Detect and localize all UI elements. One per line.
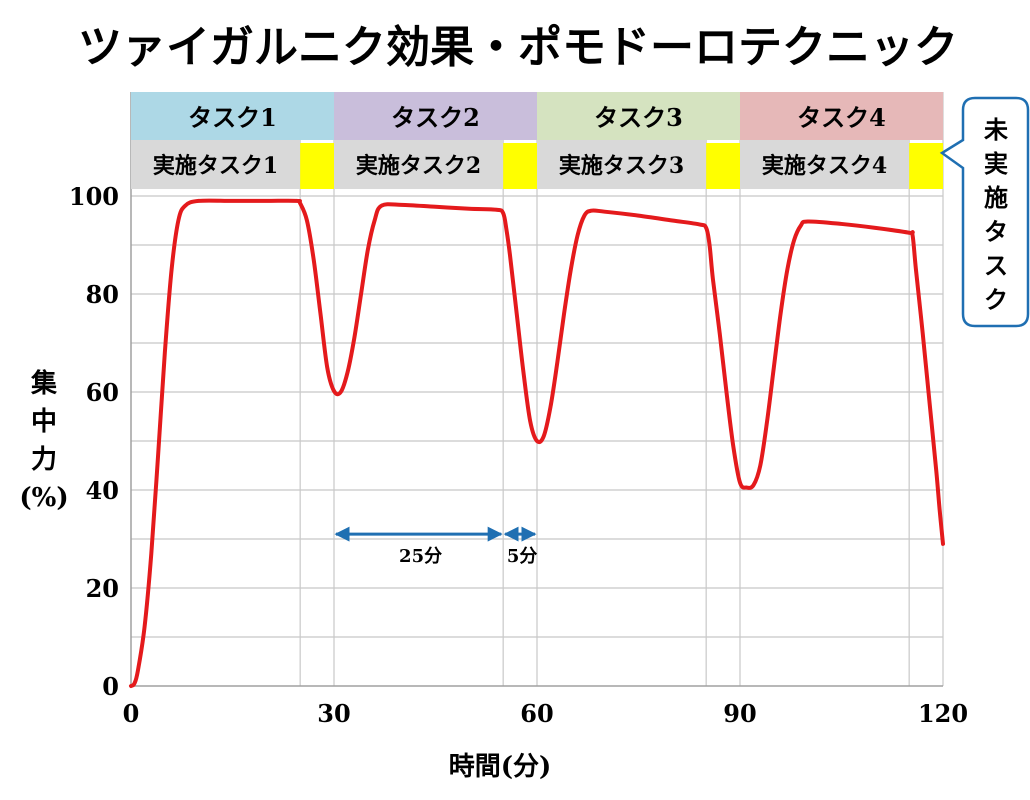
x-axis-label: 時間(分) — [449, 752, 552, 782]
work-band — [740, 140, 910, 189]
break-band — [503, 143, 537, 189]
y-tick-label: 60 — [86, 378, 119, 407]
x-tick-label: 90 — [723, 699, 756, 728]
y-axis-label: 集中力 (%) — [19, 368, 68, 513]
task-band-label: タスク4 — [797, 103, 886, 132]
y-axis-label-char: 集 — [30, 368, 58, 399]
y-axis-label-char: (%) — [19, 483, 68, 513]
task-band — [740, 92, 943, 140]
y-tick-label: 80 — [86, 280, 119, 309]
callout-char: 未 — [984, 115, 1008, 144]
x-tick-label: 0 — [123, 699, 140, 728]
y-tick-label: 40 — [86, 476, 119, 505]
duration-label: 5分 — [507, 546, 538, 567]
y-axis-label-char: 中 — [31, 407, 57, 437]
work-band — [537, 140, 707, 189]
work-band — [131, 140, 301, 189]
task-band — [131, 92, 334, 140]
callout-char: ス — [984, 251, 1008, 280]
x-tick-label: 60 — [520, 699, 553, 728]
callout-bubble — [939, 96, 1030, 328]
duration-annotations: 25分 5分 — [334, 526, 538, 567]
break-band — [909, 143, 943, 189]
callout-char: タ — [984, 217, 1008, 246]
task-band — [334, 92, 537, 140]
y-tick-label: 100 — [69, 182, 119, 211]
y-tick-label: 0 — [102, 672, 119, 701]
work-band — [334, 140, 504, 189]
series — [129, 198, 945, 688]
work-band-label: 実施タスク3 — [559, 153, 684, 179]
task-band-label: タスク3 — [594, 103, 683, 132]
x-tick-label: 120 — [918, 699, 968, 728]
task-band-label: タスク2 — [391, 103, 480, 132]
chart-title: ツァイガルニク効果・ポモドーロテクニック — [78, 22, 958, 73]
x-tick-label: 30 — [317, 699, 350, 728]
callout-char: 施 — [984, 183, 1008, 212]
duration-label: 25分 — [399, 546, 442, 567]
task-band — [537, 92, 740, 140]
y-axis-label-char: 力 — [31, 445, 57, 475]
task-band-label: タスク1 — [188, 103, 277, 132]
work-band-label: 実施タスク1 — [153, 153, 278, 179]
break-band — [300, 143, 334, 189]
callout-char: ク — [984, 285, 1008, 314]
axis-ticks: 0 20 40 60 80 100 0 30 60 90 120 — [69, 182, 968, 728]
y-tick-label: 20 — [86, 574, 119, 603]
break-band — [706, 143, 740, 189]
work-band-label: 実施タスク2 — [356, 153, 481, 179]
callout-char: 実 — [984, 149, 1008, 178]
work-band-label: 実施タスク4 — [762, 153, 887, 179]
task-header-bands: タスク1 タスク2 タスク3 タスク4 実施タスク1 実施タスク2 実施タスク3 実施タスク4 — [131, 92, 943, 189]
